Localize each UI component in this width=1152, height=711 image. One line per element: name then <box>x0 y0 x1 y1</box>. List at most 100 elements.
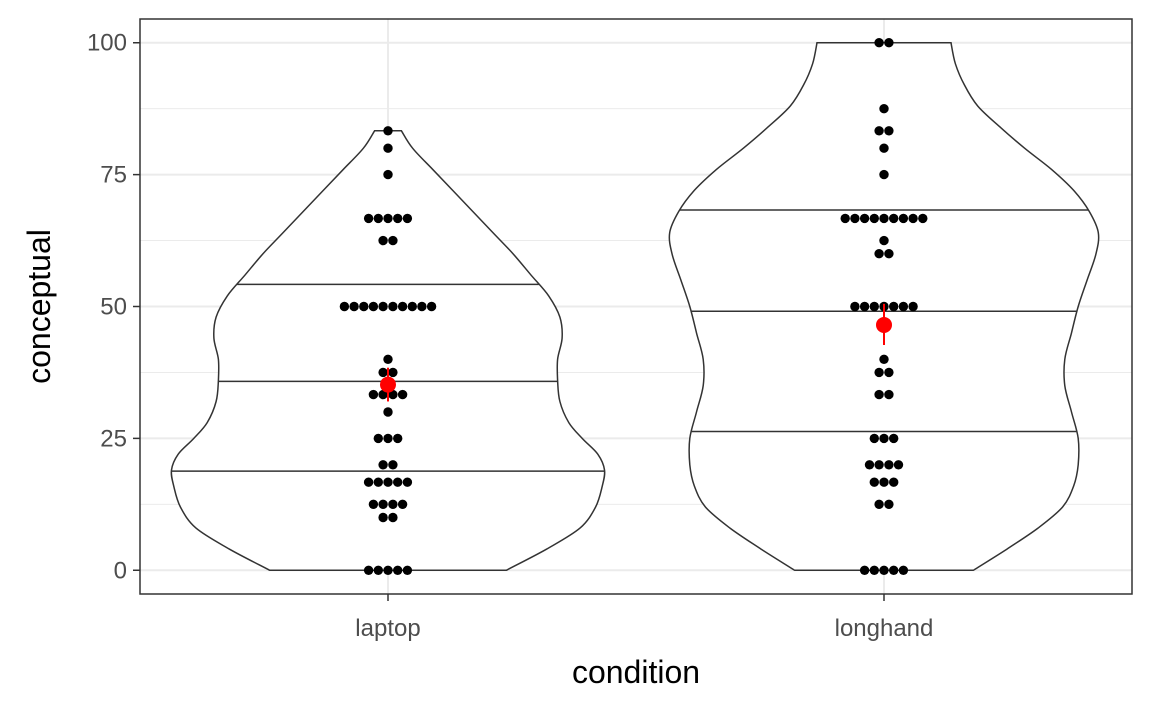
data-point <box>373 477 383 487</box>
quantile-lines <box>171 209 1089 472</box>
data-point <box>383 407 393 417</box>
data-point <box>884 126 894 136</box>
data-point <box>874 367 884 378</box>
data-point <box>850 213 860 224</box>
data-point <box>879 235 889 246</box>
data-point <box>874 38 884 48</box>
data-point <box>383 169 393 180</box>
data-point <box>426 301 437 312</box>
y-axis: 0 25 50 75 100 <box>87 30 140 584</box>
data-point <box>884 499 894 509</box>
data-point <box>879 143 889 153</box>
data-point <box>388 512 398 523</box>
data-point <box>893 460 904 470</box>
data-point <box>378 460 388 470</box>
data-point <box>363 477 374 487</box>
data-point <box>368 499 379 509</box>
x-axis-title: condition <box>572 654 700 690</box>
y-tick-label: 100 <box>87 30 127 57</box>
data-point <box>407 301 417 312</box>
data-point <box>874 249 884 259</box>
data-point <box>397 499 408 509</box>
data-point <box>349 301 359 312</box>
data-point <box>368 389 379 400</box>
data-point <box>840 213 850 224</box>
data-point <box>402 565 413 575</box>
data-point <box>393 565 403 575</box>
data-point <box>383 143 393 153</box>
data-point <box>850 301 860 312</box>
data-point <box>388 301 398 312</box>
data-point <box>393 213 403 224</box>
data-point <box>864 460 875 470</box>
data-point <box>908 213 918 224</box>
data-point <box>359 301 369 312</box>
data-point <box>898 565 909 575</box>
data-point <box>378 512 388 523</box>
data-point <box>908 301 918 312</box>
data-point <box>879 213 889 224</box>
data-point <box>383 565 393 575</box>
data-point <box>884 249 894 259</box>
data-point <box>869 565 879 575</box>
data-point <box>393 433 403 444</box>
data-point <box>388 460 398 470</box>
data-point <box>383 477 393 487</box>
data-point <box>383 433 393 444</box>
data-point <box>879 354 889 364</box>
data-point <box>397 301 408 312</box>
data-point <box>869 301 879 312</box>
data-point <box>884 389 894 400</box>
data-point <box>383 354 393 364</box>
y-tick-label: 0 <box>114 557 127 584</box>
data-point <box>898 301 909 312</box>
data-point <box>889 213 899 224</box>
data-point <box>373 565 383 575</box>
y-tick-label: 75 <box>100 162 127 189</box>
data-point <box>889 565 899 575</box>
data-point <box>378 499 388 509</box>
data-point <box>889 433 899 444</box>
data-point <box>859 565 870 575</box>
data-point <box>373 213 383 224</box>
data-point <box>879 433 889 444</box>
dot-points <box>339 38 928 575</box>
data-point <box>874 460 884 470</box>
data-point <box>879 477 889 487</box>
data-point <box>874 499 884 509</box>
data-point <box>363 565 374 575</box>
data-point <box>378 301 388 312</box>
data-point <box>378 367 388 378</box>
data-point <box>402 213 413 224</box>
data-point <box>879 104 889 114</box>
data-point <box>383 126 393 136</box>
x-axis: laptop longhand <box>355 594 933 642</box>
x-tick-label-longhand: longhand <box>835 615 934 642</box>
data-point <box>889 301 899 312</box>
y-axis-title: conceptual <box>21 229 57 384</box>
data-point <box>388 389 398 400</box>
y-tick-label: 25 <box>100 425 127 452</box>
data-point <box>869 433 879 444</box>
mean-point-longhand <box>876 316 892 333</box>
data-point <box>363 213 374 224</box>
data-point <box>869 477 879 487</box>
data-point <box>383 213 393 224</box>
data-point <box>368 301 379 312</box>
violin-laptop <box>170 130 606 572</box>
data-point <box>388 235 398 246</box>
data-point <box>884 460 894 470</box>
data-point <box>402 477 413 487</box>
data-point <box>378 389 388 400</box>
x-tick-label-laptop: laptop <box>355 615 420 642</box>
data-point <box>869 213 879 224</box>
data-point <box>879 169 889 180</box>
data-point <box>397 389 408 400</box>
data-point <box>378 235 388 246</box>
data-point <box>339 301 350 312</box>
data-point <box>874 389 884 400</box>
data-point <box>388 367 398 378</box>
data-point <box>879 565 889 575</box>
y-tick-label: 50 <box>100 294 127 321</box>
